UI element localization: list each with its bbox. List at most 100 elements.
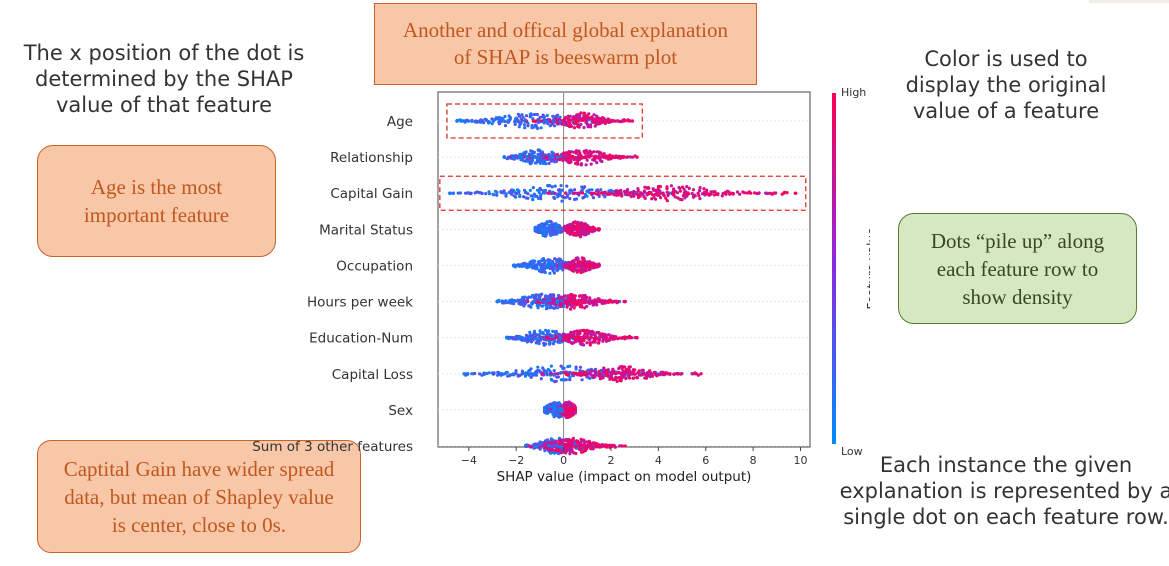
shap-dot bbox=[546, 120, 550, 124]
shap-dot bbox=[567, 402, 571, 406]
shap-dot bbox=[572, 126, 576, 130]
shap-dot bbox=[533, 227, 537, 231]
shap-dot bbox=[544, 333, 548, 338]
shap-dot bbox=[548, 156, 552, 160]
shap-dot bbox=[580, 370, 584, 375]
shap-dot bbox=[518, 373, 522, 377]
shap-dot bbox=[571, 191, 575, 195]
feature-label: Education-Num bbox=[309, 331, 413, 347]
shap-dot bbox=[466, 372, 470, 376]
shap-dot bbox=[617, 370, 621, 375]
shap-dot bbox=[531, 119, 535, 123]
shap-dot bbox=[531, 263, 535, 267]
shap-dot bbox=[533, 112, 537, 117]
shap-dot bbox=[580, 439, 584, 443]
shap-dot bbox=[559, 262, 563, 266]
shap-dot bbox=[568, 157, 572, 161]
shap-dot bbox=[635, 336, 639, 340]
shap-dot bbox=[572, 264, 576, 268]
shap-dot bbox=[518, 122, 522, 126]
shap-dot bbox=[646, 370, 650, 375]
shap-dot bbox=[565, 373, 569, 377]
shap-dot bbox=[538, 115, 542, 119]
shap-dot bbox=[513, 154, 517, 158]
shap-dot bbox=[531, 198, 535, 202]
shap-dot bbox=[609, 299, 613, 303]
shap-dot bbox=[565, 229, 569, 233]
shap-dot bbox=[569, 443, 573, 447]
shap-dot bbox=[581, 339, 585, 343]
shap-dot bbox=[560, 438, 564, 442]
shap-dot bbox=[575, 439, 579, 443]
shap-dot bbox=[666, 192, 670, 196]
shap-dot bbox=[552, 195, 556, 199]
shap-dot bbox=[567, 227, 571, 231]
shap-dot bbox=[542, 226, 546, 230]
shap-dot bbox=[620, 367, 624, 371]
feature-dots bbox=[502, 148, 639, 167]
shap-dot bbox=[558, 371, 562, 375]
shap-dot bbox=[623, 365, 627, 369]
shap-dot bbox=[583, 293, 587, 298]
shap-dot bbox=[592, 441, 596, 445]
shap-dot bbox=[536, 126, 540, 130]
shap-dot bbox=[581, 268, 585, 272]
feature-dots bbox=[505, 328, 639, 347]
shap-dot bbox=[535, 112, 539, 117]
note-instance: Each instance the given explanation is r… bbox=[836, 452, 1169, 530]
shap-dot bbox=[575, 157, 579, 161]
shap-dot bbox=[605, 371, 609, 375]
shap-dot bbox=[586, 264, 590, 268]
shap-dot bbox=[629, 371, 634, 375]
shap-dot bbox=[652, 195, 656, 199]
shap-dot bbox=[687, 192, 691, 196]
shap-dot bbox=[517, 125, 521, 129]
shap-dot bbox=[455, 119, 459, 123]
shap-dot bbox=[589, 335, 593, 339]
shap-dot bbox=[592, 119, 596, 123]
shap-dot bbox=[526, 124, 530, 128]
shap-dot bbox=[671, 192, 675, 196]
shap-dot bbox=[540, 258, 544, 262]
shap-dot bbox=[544, 300, 548, 304]
shap-dot bbox=[543, 270, 547, 275]
shap-dot bbox=[621, 155, 625, 159]
shap-dot bbox=[691, 188, 696, 192]
shap-dot bbox=[597, 122, 601, 126]
shap-dot bbox=[581, 227, 586, 231]
shap-dot bbox=[592, 229, 596, 233]
shap-dot bbox=[558, 448, 562, 452]
shap-dot bbox=[582, 125, 586, 130]
shap-dot bbox=[552, 408, 556, 412]
feature-label: Sex bbox=[388, 403, 413, 419]
shap-dot bbox=[517, 114, 522, 118]
shap-dot bbox=[572, 259, 576, 263]
shap-dot bbox=[595, 192, 599, 196]
shap-dot bbox=[520, 155, 524, 159]
shap-dot bbox=[522, 123, 526, 127]
shap-dot bbox=[565, 335, 569, 339]
feature-dots bbox=[543, 400, 577, 420]
shap-dot bbox=[598, 373, 602, 377]
shap-dot bbox=[595, 161, 599, 165]
shap-dot bbox=[704, 190, 708, 194]
shap-dot bbox=[575, 337, 579, 341]
shap-dot bbox=[578, 365, 583, 369]
shap-dot bbox=[601, 376, 605, 380]
shap-dot bbox=[693, 372, 698, 376]
shap-dot bbox=[491, 372, 495, 376]
shap-dot bbox=[539, 223, 543, 227]
shap-dot bbox=[569, 412, 573, 416]
shap-dot bbox=[609, 192, 613, 196]
shap-dot bbox=[642, 194, 646, 199]
shap-dot bbox=[480, 373, 484, 377]
shap-dot bbox=[584, 297, 588, 301]
shap-dot bbox=[538, 159, 542, 163]
shap-dot bbox=[582, 114, 586, 118]
shap-dot bbox=[557, 293, 561, 298]
shap-dot bbox=[570, 268, 574, 273]
shap-dot bbox=[505, 370, 509, 374]
shap-dot bbox=[565, 305, 569, 309]
shap-dot bbox=[559, 336, 563, 340]
shap-dot bbox=[579, 111, 583, 115]
